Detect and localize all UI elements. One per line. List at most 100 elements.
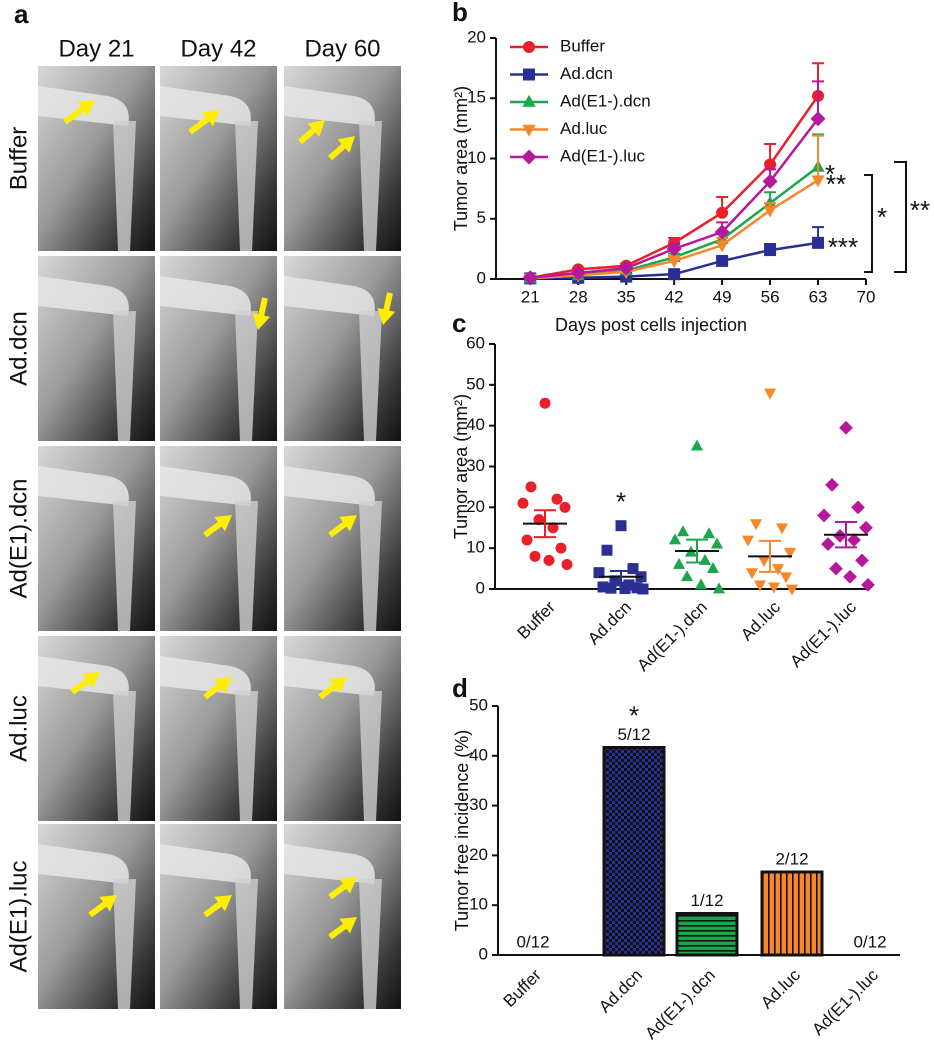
tibia <box>359 501 382 631</box>
xray-image <box>284 66 401 251</box>
marker <box>618 260 634 276</box>
marker <box>615 520 627 532</box>
tibia <box>235 501 258 631</box>
marker <box>706 561 720 573</box>
significance: * <box>825 159 835 189</box>
arrow-head <box>329 677 347 694</box>
x-tick-label: Buffer <box>514 597 560 643</box>
xray-image <box>284 636 401 821</box>
marker <box>851 500 865 515</box>
femur <box>38 844 129 884</box>
femur <box>38 656 129 696</box>
y-tick-label: 20 <box>469 845 488 864</box>
arrow-head <box>82 672 100 689</box>
legend-marker <box>522 94 536 107</box>
value-label: 0/12 <box>516 932 549 951</box>
tibia <box>235 879 258 1009</box>
xray-image <box>284 256 401 441</box>
legend-label: Ad.luc <box>560 119 608 138</box>
marker <box>547 522 559 534</box>
y-tick-label: 0 <box>477 268 486 287</box>
marker <box>627 563 639 575</box>
femur <box>284 276 375 316</box>
marker <box>668 268 681 281</box>
row-label: Ad.dcn <box>5 311 32 386</box>
xray-image <box>160 446 277 631</box>
tibia <box>359 121 382 251</box>
arrow-head <box>377 308 396 325</box>
arrow-head <box>252 313 271 330</box>
marker <box>702 527 716 539</box>
bar <box>675 912 739 957</box>
marker <box>753 580 767 592</box>
femur <box>284 86 375 126</box>
xray-image <box>38 636 155 821</box>
legend-label: Ad(E1-).dcn <box>560 91 651 110</box>
marker <box>775 523 789 535</box>
panel-label: d <box>452 673 468 703</box>
y-tick-label: 40 <box>466 415 485 434</box>
xray-image <box>160 636 277 821</box>
arrow-head <box>214 515 232 532</box>
value-label: 5/12 <box>617 725 650 744</box>
marker <box>812 236 825 249</box>
significance: ** <box>826 169 846 199</box>
bracket <box>894 161 907 273</box>
significance-brackets <box>864 161 907 273</box>
row-label: Ad(E1).luc <box>5 860 32 972</box>
marker <box>710 537 724 549</box>
y-tick-label: 0 <box>479 944 488 963</box>
y-axis-label: Tumor area (mm²) <box>451 394 471 539</box>
marker <box>619 583 631 595</box>
sem-bar <box>686 538 708 564</box>
marker <box>667 256 681 269</box>
marker <box>533 514 545 526</box>
marker <box>676 525 690 537</box>
marker <box>551 493 563 505</box>
y-tick-label: 30 <box>469 795 488 814</box>
y-tick-label: 30 <box>466 456 485 475</box>
marker <box>843 569 857 584</box>
marker <box>539 397 551 409</box>
legend-marker <box>523 41 535 53</box>
marker <box>525 481 537 493</box>
arrow-head <box>99 895 117 912</box>
y-tick-label: 10 <box>467 148 486 167</box>
x-axis-label: Days post cells injection <box>555 315 747 335</box>
marker <box>601 544 613 556</box>
y-tick-label: 15 <box>467 88 486 107</box>
y-tick-label: 20 <box>466 497 485 516</box>
marker <box>715 240 729 253</box>
marker <box>771 564 785 576</box>
marker <box>847 533 861 547</box>
column-label: Day 60 <box>304 35 380 62</box>
marker <box>668 533 682 545</box>
marker <box>762 173 778 189</box>
x-tick-label: Ad.luc <box>737 597 784 644</box>
tibia <box>113 691 136 821</box>
tibia <box>359 311 382 441</box>
value-label: 0/12 <box>853 932 886 951</box>
x-tick-label: Ad(E1-).luc <box>786 597 860 671</box>
marker <box>714 224 730 240</box>
x-tick-label: Ad(E1-).dcn <box>633 598 711 676</box>
marker <box>810 111 826 127</box>
xray-image <box>160 256 277 441</box>
arrow-head <box>214 895 232 912</box>
bar <box>760 870 824 957</box>
marker <box>637 583 649 595</box>
significance: * <box>616 487 626 517</box>
marker <box>757 556 771 568</box>
row-label: Buffer <box>5 127 32 191</box>
column-label: Day 21 <box>58 35 134 62</box>
marker <box>833 529 847 543</box>
marker <box>785 584 799 596</box>
marker <box>783 547 797 559</box>
marker <box>825 478 839 492</box>
significance: * <box>629 700 639 730</box>
value-label: 2/12 <box>775 849 808 868</box>
arrow-head <box>214 677 232 694</box>
marker <box>690 439 704 451</box>
significance: ** <box>910 195 930 225</box>
y-tick-label: 50 <box>469 695 488 714</box>
